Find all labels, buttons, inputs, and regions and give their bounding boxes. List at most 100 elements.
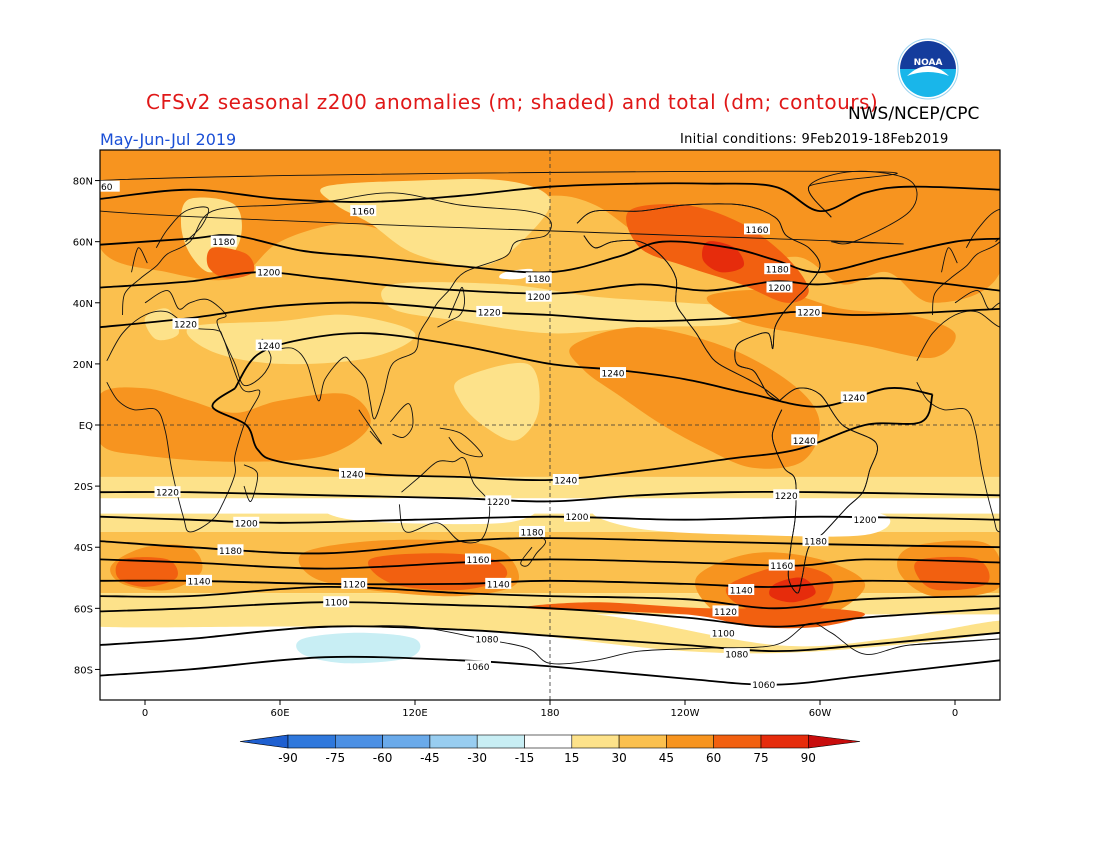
contour-label-bg <box>233 516 260 528</box>
contour-line <box>211 387 934 482</box>
contour-label-bg <box>802 535 829 547</box>
contour-label-bg <box>341 577 368 589</box>
contour-label-bg <box>728 584 755 595</box>
colorbar-label: -30 <box>467 751 487 765</box>
colorbar-box <box>666 734 715 749</box>
contour-label-bg <box>525 272 552 284</box>
contour-line <box>100 585 1000 610</box>
lat-tick-label: 40N <box>73 299 93 310</box>
coastline <box>941 247 958 273</box>
coastline <box>916 310 1000 533</box>
contour-label: 1060 <box>752 681 775 691</box>
contour-label: 1220 <box>775 492 798 502</box>
contour-label: 1240 <box>554 477 577 487</box>
contour-label: 1240 <box>793 437 816 447</box>
colorbar-arrow-high <box>808 734 861 749</box>
contour-label: 1140 <box>188 577 211 587</box>
contour-line <box>100 234 1000 274</box>
colorbar-box <box>429 734 478 749</box>
lat-tick-label: 40S <box>74 543 93 554</box>
contour-label-bg <box>795 305 822 317</box>
agency-label: NWS/NCEP/CPC <box>848 104 980 124</box>
initial-conditions-label: Initial conditions: 9Feb2019-18Feb2019 <box>680 132 949 147</box>
contour-label-bg <box>172 318 199 330</box>
coastline <box>100 170 904 245</box>
colorbar-label: -60 <box>373 751 393 765</box>
lat-tick-label: 80N <box>73 177 93 188</box>
contour-label: 1200 <box>235 519 258 529</box>
contour-line <box>100 515 1000 524</box>
contour-label: 1140 <box>487 580 510 590</box>
colorbar-box <box>334 734 383 749</box>
anomaly-region <box>569 327 821 469</box>
contour-label-bg <box>723 648 750 660</box>
lat-tick-label: 20N <box>73 360 93 371</box>
colorbar-box <box>524 734 573 749</box>
contour-label-bg <box>485 495 512 507</box>
contour-label-bg <box>217 544 244 556</box>
contour-label: 1140 <box>730 587 753 597</box>
coastline <box>439 427 483 458</box>
contour-label: 1240 <box>602 370 625 380</box>
lon-tick-label: 60W <box>809 708 832 719</box>
contour-label: 1180 <box>527 275 550 285</box>
contour-label-bg <box>210 235 237 247</box>
contour-label-bg <box>840 391 867 403</box>
contour-label: 1200 <box>527 293 550 303</box>
contour-label-bg <box>773 489 800 501</box>
contour-label-bg <box>255 266 282 278</box>
noaa-logo: NOAA <box>897 38 959 100</box>
contour-label-bg <box>710 626 737 638</box>
contour-line <box>100 182 1000 213</box>
contour-label-bg <box>154 486 181 498</box>
anomaly-region <box>115 557 178 587</box>
contour-label: 1160 <box>352 208 375 218</box>
contour-label: 1180 <box>212 238 235 248</box>
colorbar-label: -15 <box>515 751 535 765</box>
colorbar-label: -75 <box>325 751 345 765</box>
colorbar-box <box>571 734 620 749</box>
anomaly-region <box>144 308 180 341</box>
contour-label: 1080 <box>725 651 748 661</box>
contour-label-bg <box>600 367 626 379</box>
colorbar-box <box>382 734 431 749</box>
contour-line <box>100 579 1000 588</box>
contour-line <box>100 655 1000 686</box>
colorbar-box <box>476 734 525 749</box>
coastline <box>131 247 148 273</box>
contour-label-bg <box>750 678 777 690</box>
contour-line <box>100 490 1000 503</box>
colorbar-label: 60 <box>706 751 721 765</box>
contour-label: 1120 <box>343 580 366 590</box>
contour-label: 1080 <box>476 635 499 645</box>
colorbar-label: 30 <box>611 751 626 765</box>
contour-label-bg <box>323 596 350 608</box>
contour-label: 1120 <box>714 608 737 618</box>
lat-tick-label: 80S <box>74 665 93 676</box>
coastline <box>389 403 414 439</box>
contour-label: 60 <box>101 183 113 193</box>
contour-label: 1220 <box>487 498 510 508</box>
contour-label: 1160 <box>467 556 490 566</box>
contour-line <box>234 332 933 408</box>
contour-label-bg <box>519 525 545 537</box>
colorbar-label: 90 <box>801 751 816 765</box>
contour-label: 1180 <box>766 266 789 276</box>
contour-label: 1180 <box>219 547 242 557</box>
logo-text: NOAA <box>914 58 943 68</box>
contour-label-bg <box>474 632 500 644</box>
contour-label: 1100 <box>712 629 735 639</box>
contour-label-bg <box>852 513 878 525</box>
colorbar-label: -45 <box>420 751 440 765</box>
contour-label: 1200 <box>768 284 791 294</box>
coastline <box>398 457 491 544</box>
anomaly-region <box>100 607 1000 654</box>
lat-tick-label: 60N <box>73 238 93 249</box>
lon-tick-label: 0 <box>952 708 958 719</box>
colorbar: -90 -75 -60 -45 -30 -15 15 30 45 60 75 90 <box>239 734 861 765</box>
contour-label-bg <box>766 281 793 293</box>
contour-label-bg <box>525 290 552 302</box>
contour-label-bg <box>712 605 739 617</box>
anomaly-region <box>296 632 421 664</box>
